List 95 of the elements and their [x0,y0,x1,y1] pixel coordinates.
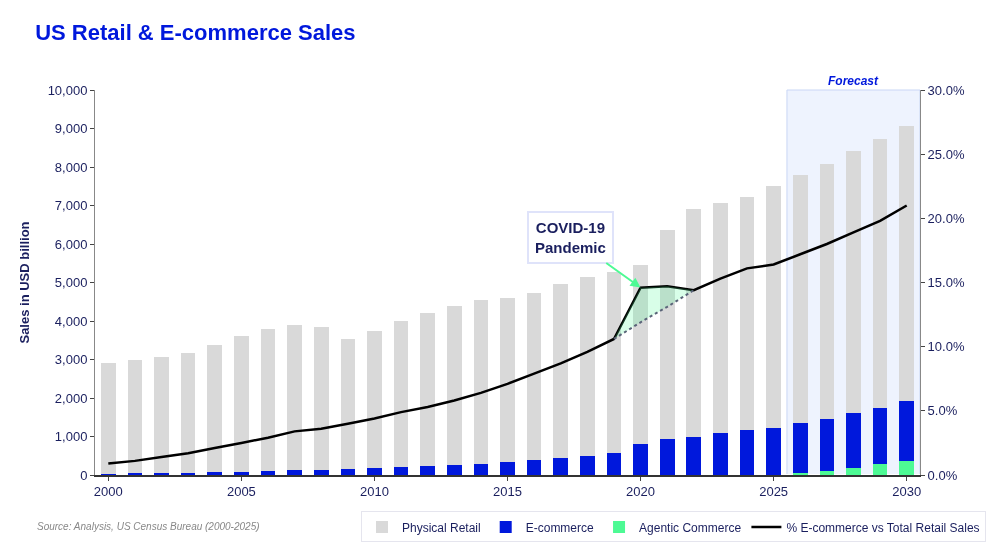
bar [287,324,302,470]
y-tick-label: 0 [80,467,88,483]
y-tick-label: 5,000 [54,275,88,291]
bar [792,175,808,424]
y2-tick-label: 30.0% [927,82,965,98]
y-tick-label: 10,000 [47,82,88,98]
x-tick-label: 2015 [493,484,522,500]
bar [100,363,116,474]
bar [313,469,329,475]
legend-label: E-commerce [525,520,595,535]
bar [340,339,356,470]
bar [846,467,861,475]
bar [819,163,835,419]
y2-tick-label: 5.0% [927,403,958,419]
bar [446,306,462,465]
y-tick-label: 9,000 [54,121,88,137]
y-tick-label: 8,000 [54,159,88,175]
line-series [107,204,908,465]
bar [207,345,223,473]
bar [340,469,356,475]
x-tick-label: 2025 [759,484,789,500]
bar [872,138,888,408]
y-tick-label: 7,000 [54,198,88,214]
bar [686,209,702,437]
bar [500,297,515,463]
source-note: Source: Analysis, US Census Bureau (2000-2025) [37,521,260,532]
bar [473,463,489,475]
bar [234,336,249,472]
bar [127,359,143,474]
bar [739,197,755,431]
bar [420,312,435,467]
bar [393,467,409,475]
bar [899,401,915,461]
bar [580,276,595,456]
bar [846,150,861,414]
bar [287,469,302,475]
x-tick-label: 2030 [892,484,922,500]
bar [367,468,382,475]
y2-tick-label: 10.0% [927,339,965,355]
bar [872,463,888,475]
legend-label: Physical Retail [402,520,481,535]
y-axis-title: Sales in USD billion [16,221,32,344]
x-tick-label: 2005 [226,484,256,500]
bar [553,458,569,475]
bar [180,352,196,473]
bar [446,464,462,475]
bar [819,470,835,475]
bar [633,444,648,475]
bar [553,284,569,459]
bar [260,328,276,471]
bar [899,460,915,475]
legend-label: % E-commerce vs Total Retail Sales [786,520,980,535]
bar [872,407,888,464]
bar [659,439,675,475]
x-tick-label: 2000 [93,484,123,500]
bar [846,413,861,468]
bar [766,427,781,475]
bar [713,202,728,434]
bar [367,331,382,469]
x-tick-label: 2010 [359,484,389,500]
bar [659,230,675,440]
chart-title: US Retail & E-commerce Sales [35,20,356,46]
bar [473,300,489,464]
bar [313,327,329,470]
y-tick-label: 6,000 [54,236,88,252]
y-tick-label: 2,000 [54,390,88,406]
bar [686,436,702,475]
y2-tick-label: 20.0% [927,210,965,226]
bar [500,462,515,475]
bar [739,430,755,475]
bar [766,186,781,428]
bar [420,466,435,475]
bar [580,455,595,475]
legend-label: Agentic Commerce [639,520,742,535]
bar [819,418,835,471]
bar [606,453,622,475]
y2-tick-label: 25.0% [927,146,965,162]
bar [792,423,808,474]
bar [526,460,542,475]
y2-tick-label: 0.0% [927,467,958,483]
y-tick-label: 3,000 [54,352,88,368]
x-tick-label: 2020 [626,484,656,500]
bar [899,126,915,402]
bar [393,320,409,468]
bar [154,357,169,474]
bar [207,472,223,475]
band-label: Forecast [828,74,880,88]
bar [260,470,276,475]
bar [526,292,542,461]
y-tick-label: 1,000 [54,429,88,445]
bar [713,433,728,475]
bar [606,271,622,454]
y2-tick-label: 15.0% [927,275,965,291]
y-tick-label: 4,000 [54,313,88,329]
annotation: COVID-19 Pandemic [535,219,606,256]
